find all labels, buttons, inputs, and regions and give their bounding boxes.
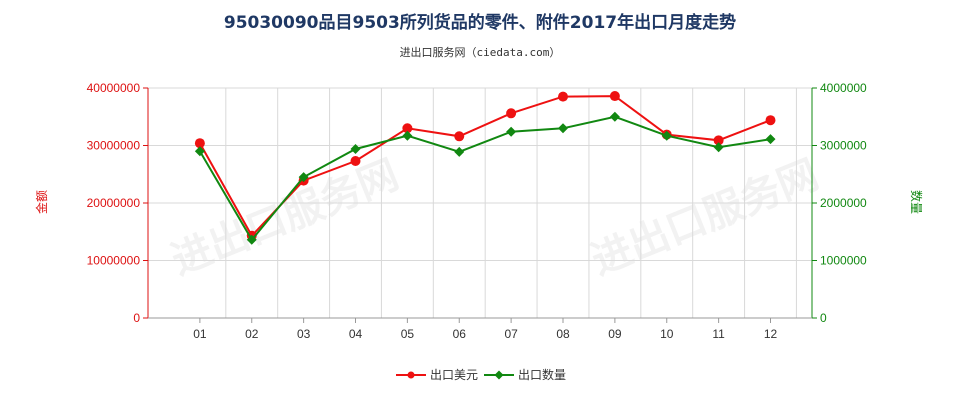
- legend: 出口美元 出口数量: [396, 367, 566, 382]
- left-axis-label: 金额: [34, 190, 49, 214]
- legend-label-export-usd: 出口美元: [430, 368, 478, 382]
- right-tick-label: 1000000: [820, 254, 867, 268]
- data-point-export-quantity: [194, 146, 205, 157]
- watermark-text: 进出口服务网: [585, 151, 825, 284]
- data-point-export-usd: [713, 135, 724, 146]
- data-point-export-quantity: [558, 123, 568, 134]
- watermark-text: 进出口服务网: [165, 151, 405, 284]
- left-tick-label: 40000000: [87, 81, 141, 95]
- right-axis-label: 数量: [909, 190, 924, 214]
- data-point-export-quantity: [246, 234, 257, 245]
- data-point-export-usd: [558, 91, 568, 102]
- legend-marker-export-quantity: [494, 370, 504, 380]
- grid: [147, 87, 813, 318]
- legend-label-export-quantity: 出口数量: [518, 367, 566, 382]
- chart-title: 95030090品目9503所列货品的零件、附件2017年出口月度走势: [224, 12, 736, 33]
- chart-subtitle: 进出口服务网（ciedata.com）: [400, 45, 561, 59]
- data-point-export-usd: [765, 115, 776, 126]
- data-point-export-usd: [609, 91, 620, 102]
- left-tick-label: 30000000: [87, 139, 141, 153]
- x-tick-label: 08: [556, 327, 570, 341]
- series-line-export-usd: [199, 95, 771, 238]
- data-point-export-usd: [506, 108, 517, 119]
- x-axis-ticks: 01 02 03 04 05 06 07 08 09 10 11 12: [193, 318, 777, 341]
- right-tick-label: 3000000: [820, 139, 867, 153]
- x-tick-label: 09: [608, 327, 622, 341]
- left-tick-label: 10000000: [87, 254, 141, 268]
- data-point-export-usd: [194, 138, 205, 149]
- series-layer: [194, 91, 776, 245]
- x-tick-label: 02: [245, 327, 259, 341]
- data-point-export-quantity: [402, 130, 413, 141]
- left-tick-label: 20000000: [87, 196, 141, 210]
- left-axis-ticks: 0 10000000 20000000 30000000 40000000: [87, 81, 148, 325]
- x-tick-label: 05: [401, 327, 415, 341]
- right-tick-label: 4000000: [820, 81, 867, 95]
- x-tick-label: 01: [193, 327, 207, 341]
- data-point-export-quantity: [765, 134, 776, 145]
- left-tick-label: 0: [133, 311, 140, 325]
- x-tick-label: 03: [297, 327, 311, 341]
- data-point-export-usd: [350, 156, 361, 167]
- data-point-export-quantity: [454, 146, 465, 157]
- x-tick-label: 12: [764, 327, 778, 341]
- data-point-export-quantity: [713, 142, 724, 153]
- data-point-export-quantity: [661, 130, 672, 141]
- legend-marker-export-usd: [407, 371, 415, 379]
- right-axis-ticks: 0 1000000 2000000 3000000 4000000: [812, 81, 867, 325]
- watermark-layer: 进出口服务网 进出口服务网: [165, 151, 825, 284]
- x-tick-label: 10: [660, 327, 674, 341]
- x-tick-label: 07: [504, 327, 518, 341]
- data-point-export-usd: [402, 123, 413, 134]
- right-tick-label: 2000000: [820, 196, 867, 210]
- data-point-export-quantity: [298, 172, 309, 183]
- x-tick-label: 06: [453, 327, 467, 341]
- data-point-export-quantity: [350, 143, 361, 154]
- x-tick-label: 04: [349, 327, 363, 341]
- right-tick-label: 0: [820, 311, 827, 325]
- data-point-export-quantity: [609, 111, 620, 122]
- data-point-export-quantity: [506, 126, 517, 137]
- x-tick-label: 11: [712, 327, 725, 341]
- series-line-export-quantity: [199, 115, 771, 242]
- data-point-export-usd: [454, 131, 465, 142]
